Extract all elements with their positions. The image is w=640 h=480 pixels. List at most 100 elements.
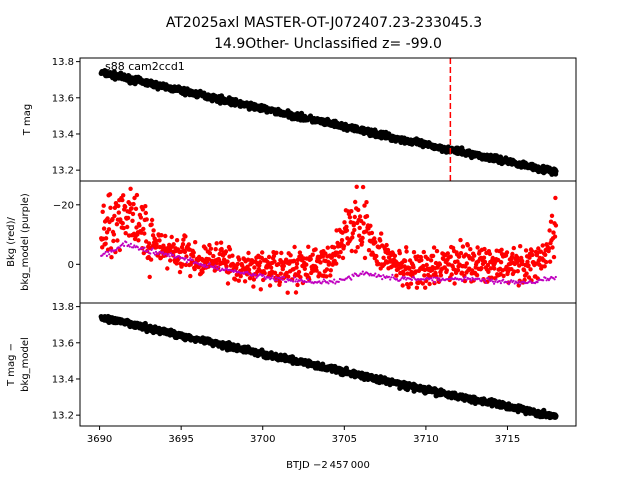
- background-point: [548, 219, 554, 224]
- background-point: [342, 220, 347, 225]
- bkg-model-point: [151, 247, 154, 250]
- background-point: [427, 281, 432, 287]
- bkg-model-point: [459, 278, 463, 281]
- y-tick-label: 13.8: [52, 57, 74, 68]
- background-point: [281, 263, 286, 269]
- background-point: [213, 247, 218, 252]
- background-point: [512, 269, 517, 274]
- bkg-model-point: [271, 275, 274, 278]
- background-point: [183, 234, 188, 239]
- background-point: [169, 234, 174, 240]
- background-point: [490, 255, 495, 261]
- background-point: [397, 251, 402, 256]
- background-point: [372, 236, 377, 241]
- background-point: [120, 221, 125, 226]
- bkg-model-point: [242, 272, 246, 275]
- background-point: [328, 273, 333, 278]
- background-point: [235, 261, 240, 267]
- x-tick-label: 3715: [495, 434, 520, 445]
- background-point: [542, 264, 547, 269]
- background-point: [414, 285, 420, 290]
- bkg-model-point: [129, 242, 132, 245]
- background-point: [540, 243, 545, 248]
- background-point: [360, 184, 366, 190]
- bkg-model-point: [358, 274, 361, 277]
- background-point: [553, 223, 559, 228]
- bkg-model-point: [379, 275, 383, 278]
- background-point: [112, 213, 117, 219]
- bkg-model-point: [101, 254, 104, 257]
- bkg-model-point: [167, 253, 170, 256]
- background-point: [100, 209, 105, 214]
- bkg-model-point: [306, 278, 309, 281]
- background-point: [159, 233, 164, 238]
- background-point: [373, 240, 378, 245]
- background-point: [449, 272, 454, 277]
- background-point: [526, 263, 531, 268]
- background-point: [479, 265, 484, 271]
- bkg-model-point: [554, 275, 557, 279]
- background-point: [233, 277, 238, 282]
- background-point: [527, 255, 532, 260]
- y-tick-label: 13.4: [52, 374, 74, 385]
- bkg-model-point: [305, 280, 308, 284]
- background-point: [344, 224, 349, 229]
- bkg-model-point: [495, 278, 498, 281]
- background-point: [129, 206, 134, 211]
- background-point: [350, 235, 355, 240]
- x-axis-label: BTJD −2 457 000: [286, 460, 370, 471]
- background-point: [191, 250, 196, 255]
- background-point: [460, 244, 466, 249]
- background-point: [509, 267, 514, 272]
- background-point: [324, 267, 330, 272]
- background-point: [103, 241, 108, 246]
- bkg-model-point: [128, 245, 131, 248]
- background-point: [518, 244, 523, 249]
- bkg-model-point: [485, 281, 488, 284]
- background-point: [168, 258, 173, 263]
- bkg-model-point: [108, 253, 111, 256]
- flux-point: [553, 168, 559, 174]
- background-point: [116, 203, 121, 209]
- background-point: [470, 268, 475, 273]
- y-axis-label: bkg_model: [20, 337, 31, 392]
- bkg-model-point: [430, 277, 433, 280]
- background-point: [354, 184, 359, 189]
- bkg-model-point: [220, 269, 223, 272]
- background-point: [482, 259, 488, 265]
- background-point: [419, 257, 424, 263]
- background-point: [499, 247, 504, 252]
- background-point: [523, 248, 529, 253]
- background-point: [489, 275, 494, 280]
- bkg-model-point: [507, 283, 510, 286]
- background-point: [174, 238, 180, 243]
- bkg-model-point: [506, 280, 509, 283]
- background-point: [549, 213, 555, 218]
- background-point: [183, 262, 189, 268]
- background-point: [171, 242, 176, 247]
- bkg-model-point: [403, 276, 407, 279]
- bkg-model-point: [268, 276, 271, 279]
- background-point: [341, 244, 347, 249]
- chart-title-line2: 14.9Other- Unclassified z= -99.0: [214, 36, 442, 52]
- background-point: [177, 269, 183, 275]
- background-point: [148, 257, 154, 262]
- background-point: [338, 249, 343, 255]
- background-point: [130, 211, 136, 217]
- background-point: [225, 281, 231, 286]
- background-point: [352, 214, 357, 220]
- background-point: [347, 215, 353, 220]
- background-point: [547, 259, 553, 264]
- bkg-model-point: [483, 279, 487, 282]
- background-point: [251, 284, 256, 289]
- background-point: [134, 192, 140, 198]
- background-point: [464, 261, 469, 266]
- background-point: [211, 253, 216, 259]
- background-point: [114, 222, 120, 227]
- bkg-model-point: [255, 276, 258, 279]
- background-point: [465, 243, 470, 248]
- background-point: [332, 245, 337, 250]
- background-point: [339, 238, 345, 243]
- background-point: [225, 259, 230, 264]
